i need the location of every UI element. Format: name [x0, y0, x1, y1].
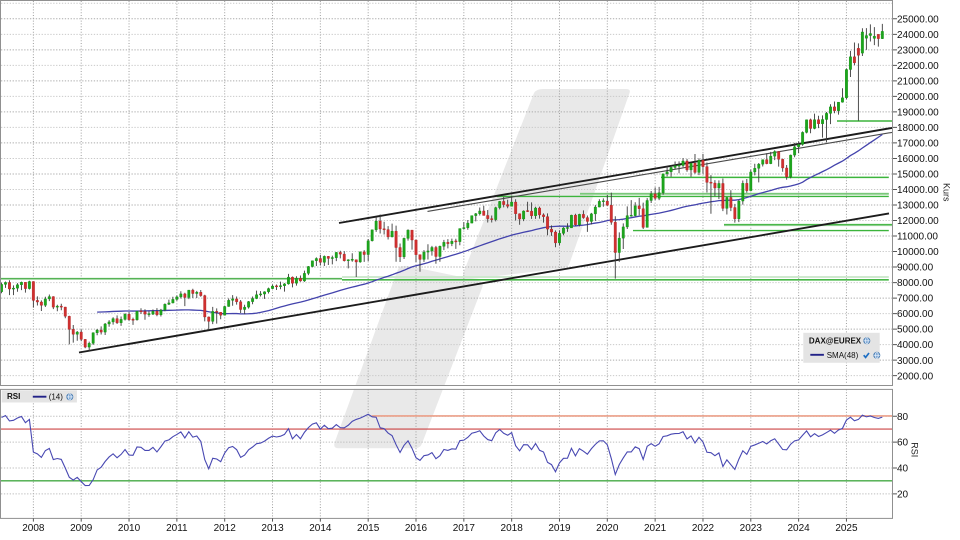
svg-text:25000.00: 25000.00 [897, 14, 939, 25]
svg-text:7000.00: 7000.00 [897, 294, 934, 305]
svg-text:2011: 2011 [166, 523, 188, 534]
svg-text:DAX@EUREX: DAX@EUREX [809, 337, 862, 346]
svg-text:24000.00: 24000.00 [897, 30, 939, 41]
svg-text:10000.00: 10000.00 [897, 247, 939, 258]
svg-text:2009: 2009 [70, 523, 93, 534]
svg-text:SMA(48): SMA(48) [827, 351, 859, 360]
svg-text:6000.00: 6000.00 [897, 309, 934, 320]
svg-text:2017: 2017 [453, 523, 476, 534]
svg-text:2012: 2012 [214, 523, 237, 534]
svg-text:18000.00: 18000.00 [897, 123, 939, 134]
svg-text:12000.00: 12000.00 [897, 216, 939, 227]
svg-text:2000.00: 2000.00 [897, 371, 934, 382]
svg-text:80: 80 [897, 412, 909, 423]
svg-text:2014: 2014 [309, 523, 332, 534]
svg-text:2018: 2018 [501, 523, 524, 534]
svg-text:2025: 2025 [835, 523, 858, 534]
svg-text:RSI: RSI [7, 392, 20, 401]
svg-text:2016: 2016 [405, 523, 428, 534]
svg-text:(14): (14) [49, 392, 64, 401]
svg-text:15000.00: 15000.00 [897, 170, 939, 181]
svg-text:19000.00: 19000.00 [897, 108, 939, 119]
svg-text:21000.00: 21000.00 [897, 76, 939, 87]
svg-text:2022: 2022 [692, 523, 715, 534]
svg-text:17000.00: 17000.00 [897, 139, 939, 150]
svg-text:40: 40 [897, 464, 909, 475]
svg-text:22000.00: 22000.00 [897, 61, 939, 72]
svg-text:5000.00: 5000.00 [897, 325, 934, 336]
svg-text:20000.00: 20000.00 [897, 92, 939, 103]
svg-text:2008: 2008 [22, 523, 45, 534]
svg-text:14000.00: 14000.00 [897, 185, 939, 196]
svg-text:2020: 2020 [596, 523, 619, 534]
svg-text:13000.00: 13000.00 [897, 201, 939, 212]
svg-text:2021: 2021 [644, 523, 667, 534]
svg-text:9000.00: 9000.00 [897, 263, 934, 274]
svg-text:60: 60 [897, 438, 909, 449]
svg-text:2019: 2019 [548, 523, 571, 534]
svg-text:2015: 2015 [357, 523, 380, 534]
svg-text:2010: 2010 [118, 523, 141, 534]
svg-text:8000.00: 8000.00 [897, 278, 934, 289]
svg-text:16000.00: 16000.00 [897, 154, 939, 165]
svg-text:3000.00: 3000.00 [897, 356, 934, 367]
svg-text:23000.00: 23000.00 [897, 45, 939, 56]
svg-text:RSI: RSI [910, 442, 920, 457]
svg-text:4000.00: 4000.00 [897, 340, 934, 351]
svg-text:20: 20 [897, 489, 909, 500]
svg-text:2023: 2023 [740, 523, 763, 534]
svg-text:11000.00: 11000.00 [897, 232, 938, 243]
svg-text:2024: 2024 [787, 523, 810, 534]
svg-text:2013: 2013 [261, 523, 284, 534]
svg-text:Kurs: Kurs [942, 183, 952, 202]
